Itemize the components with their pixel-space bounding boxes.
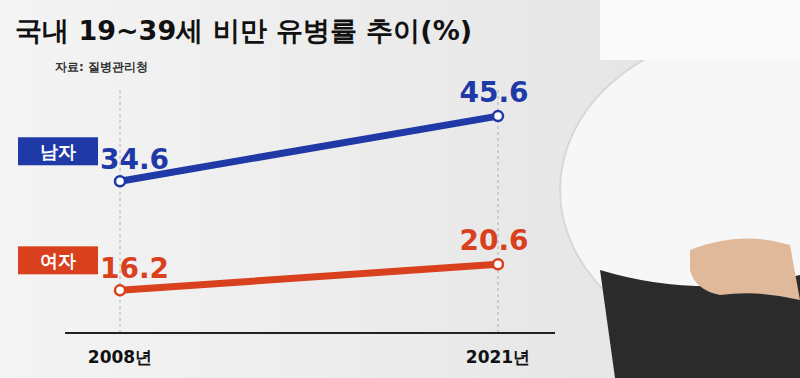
series-line bbox=[120, 264, 498, 290]
x-tick-label: 2008년 bbox=[88, 347, 152, 367]
point bbox=[115, 285, 125, 295]
data-marks bbox=[115, 111, 503, 295]
x-tick-label: 2021년 bbox=[466, 347, 530, 367]
point bbox=[115, 176, 125, 186]
category-guide bbox=[498, 90, 499, 333]
legend-box bbox=[18, 137, 98, 165]
decorative-figure bbox=[560, 0, 800, 378]
x-axis bbox=[65, 332, 555, 334]
chart-svg: 국내 19~39세 비만 유병률 추이(%) 자료: 질병관리청 2008년 2021… bbox=[0, 0, 800, 378]
legend-label: 남자 bbox=[40, 141, 76, 162]
hand bbox=[690, 239, 800, 300]
labels: 34.6 45.6 남자 16.2 20.6 여자 bbox=[18, 76, 529, 285]
subtitle: 자료: 질병관리청 bbox=[55, 60, 148, 74]
data-label: 16.2 bbox=[100, 252, 169, 285]
data-label: 45.6 bbox=[459, 76, 528, 109]
shirt-top bbox=[600, 0, 800, 60]
data-label: 20.6 bbox=[459, 224, 528, 257]
data-label: 34.6 bbox=[100, 143, 169, 176]
legend-label: 여자 bbox=[40, 250, 76, 271]
point bbox=[493, 259, 503, 269]
chart-root: 국내 19~39세 비만 유병률 추이(%) 자료: 질병관리청 2008년 2021… bbox=[0, 0, 800, 378]
legend-box bbox=[18, 246, 98, 274]
series-line bbox=[120, 116, 498, 181]
point bbox=[493, 111, 503, 121]
title: 국내 19~39세 비만 유병률 추이(%) bbox=[15, 15, 472, 46]
